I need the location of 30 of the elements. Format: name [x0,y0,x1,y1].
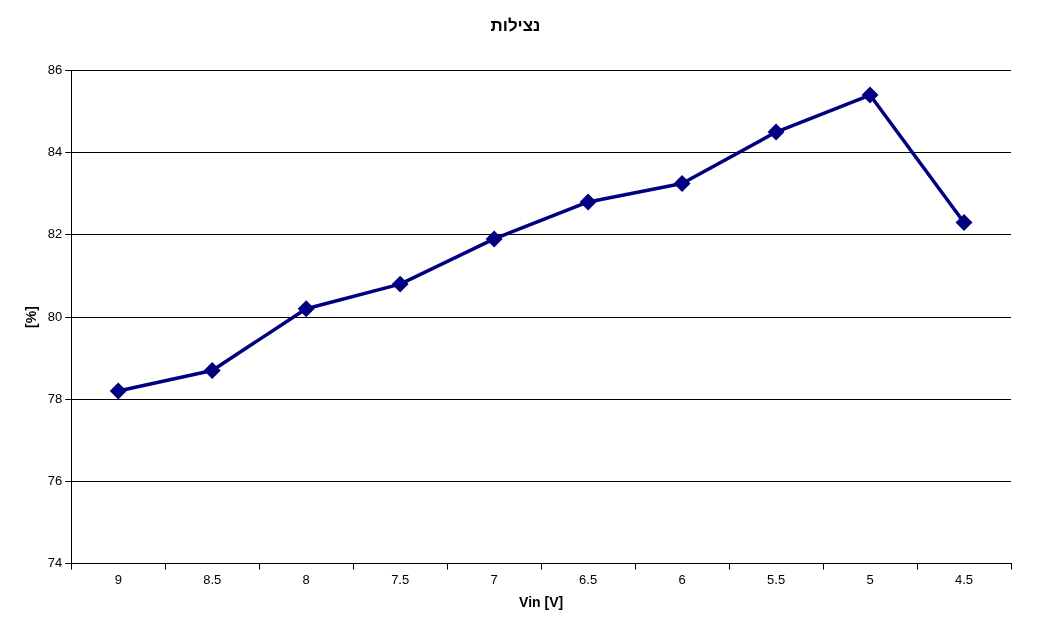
y-tick-label: 78 [47,390,63,406]
y-tick-label: 76 [47,472,63,488]
y-tick-label: 84 [47,144,63,160]
point [392,276,408,292]
x-tick-label: 6 [678,571,686,587]
point [768,124,784,140]
x-tick-label: 7.5 [391,571,410,587]
x-tick-label: 5.5 [767,571,786,587]
point [674,175,690,192]
y-tick-label: 74 [47,555,63,571]
point [956,214,972,231]
x-tick-label: 6.5 [579,571,598,587]
x-tick-label: 7 [490,571,498,587]
point [204,362,220,379]
x-tick-label: 9 [114,571,122,587]
x-tick-label: 8.5 [203,571,222,587]
point [486,231,502,247]
y-tick-label: 86 [47,61,63,77]
y-axis-title: [%] [23,306,40,328]
x-tick-label: 4.5 [954,571,974,587]
point [862,87,878,103]
point [298,301,314,317]
x-tick-label: 8 [302,571,310,587]
point [580,194,596,210]
y-tick-label: 82 [47,226,63,242]
x-tick-label: 5 [866,571,874,587]
chart-title: נצילות [490,15,541,35]
y-tick-label: 80 [47,308,63,324]
point [110,383,126,399]
x-axis-title: Vin [V] [519,594,564,611]
